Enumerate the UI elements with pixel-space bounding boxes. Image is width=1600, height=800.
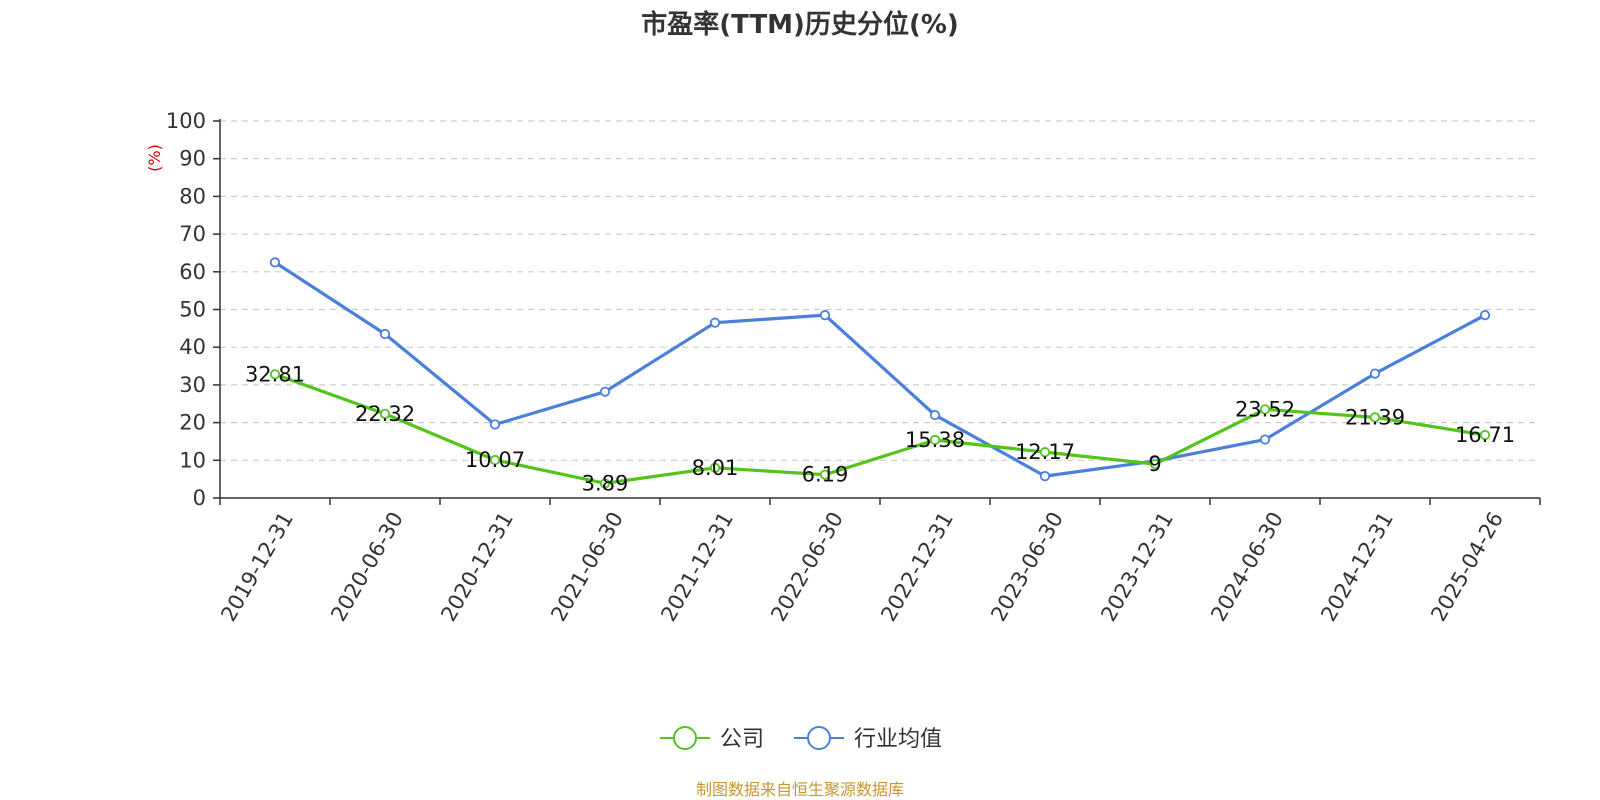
grid-lines: [220, 120, 1540, 461]
legend-swatch-marker: [673, 726, 697, 750]
data-point: [1479, 429, 1491, 441]
y-tick-label: 10: [179, 448, 206, 472]
y-tick-label: 100: [166, 109, 206, 133]
series-line: [274, 372, 1486, 485]
data-point: [269, 257, 281, 268]
legend-swatch-marker: [807, 726, 831, 750]
data-point: [1479, 310, 1491, 321]
data-point: [1039, 447, 1051, 458]
x-tick-label: 2023-12-31: [1096, 508, 1178, 626]
y-tick-label: 30: [179, 373, 206, 397]
y-tick-label: 60: [179, 260, 206, 284]
data-point: [379, 408, 391, 419]
data-point: [929, 434, 941, 446]
data-point: [1369, 412, 1381, 423]
data-label: 23.52: [1235, 397, 1295, 421]
data-label: 9: [1148, 452, 1161, 476]
x-tick-label: 2021-12-31: [656, 508, 738, 626]
data-point: [489, 419, 501, 430]
data-point: [819, 310, 831, 321]
data-label: 12.17: [1015, 440, 1075, 464]
y-tick-label: 0: [193, 486, 206, 510]
x-tick-label: 2024-06-30: [1206, 508, 1288, 626]
data-point: [269, 369, 281, 380]
chart-title: 市盈率(TTM)历史分位(%): [641, 10, 959, 40]
y-tick-label: 50: [179, 298, 206, 322]
x-tick-label: 2020-12-31: [436, 508, 518, 626]
x-tick-label: 2019-12-31: [216, 508, 298, 626]
data-point: [1259, 434, 1271, 445]
y-tick-label: 80: [179, 184, 206, 208]
x-tick-label: 2024-12-31: [1316, 508, 1398, 626]
y-tick-label: 20: [179, 411, 206, 435]
data-point: [709, 317, 721, 328]
axes: 0 10 20 30 40 50 60 70 80 90 100 2019-12-31 2020-06-…: [166, 109, 1541, 626]
x-tick-label: 2020-06-30: [326, 508, 408, 626]
data-label: 32.81: [245, 362, 305, 386]
y-tick-label: 90: [179, 147, 206, 171]
x-tick-label: 2022-06-30: [766, 508, 848, 626]
data-point: [379, 328, 391, 340]
data-label: 8.01: [692, 456, 739, 480]
x-tick-label: 2023-06-30: [986, 508, 1068, 626]
legend-label: 行业均值: [854, 727, 942, 752]
source-note: 制图数据来自恒生聚源数据库: [695, 780, 904, 799]
y-tick-label: 40: [179, 335, 206, 359]
data-label: 22.32: [355, 402, 415, 426]
legend: 公司 行业均值: [660, 726, 942, 752]
data-label: 6.19: [802, 463, 849, 487]
x-tick-label: 2025-04-26: [1426, 508, 1508, 626]
legend-item: 公司: [660, 726, 764, 752]
data-label: 16.71: [1455, 423, 1515, 447]
y-axis-label: (%): [145, 144, 164, 172]
data-label: 3.89: [582, 471, 629, 495]
data-point: [1259, 404, 1271, 415]
legend-label: 公司: [720, 727, 764, 752]
data-label: 21.39: [1345, 405, 1405, 429]
data-point: [709, 462, 721, 473]
x-tick-label: 2021-06-30: [546, 508, 628, 626]
data-label: 10.07: [465, 448, 525, 472]
y-tick-label: 70: [179, 222, 206, 246]
series-line: [274, 261, 1486, 478]
data-point: [599, 478, 611, 489]
data-point: [1149, 458, 1161, 470]
series: [269, 257, 1491, 489]
data-point: [599, 386, 611, 397]
data-point: [929, 409, 941, 421]
data-point: [1039, 471, 1051, 482]
data-label: 15.38: [905, 428, 965, 452]
legend-item: 行业均值: [794, 726, 942, 752]
x-tick-label: 2022-12-31: [876, 508, 958, 626]
data-point: [489, 454, 501, 466]
data-point: [1369, 368, 1381, 379]
data-labels: 32.81 22.32 10.07 3.89 8.01 6.19 15.38 12.17 9 23…: [245, 362, 1515, 495]
data-point: [819, 469, 831, 480]
